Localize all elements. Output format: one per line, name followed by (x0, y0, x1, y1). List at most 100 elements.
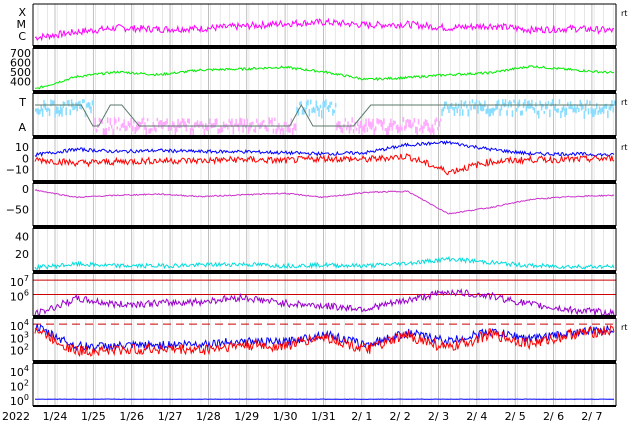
imf-direction-mark (368, 118, 370, 127)
imf-direction-mark (133, 120, 135, 124)
imf-direction-mark (254, 126, 257, 133)
imf-direction-mark (322, 101, 324, 110)
imf-direction-mark (106, 117, 109, 124)
imf-direction-mark (276, 126, 279, 132)
dst-line (34, 189, 615, 215)
imf-direction-mark (303, 107, 305, 115)
imf-b-tick: 10 (15, 141, 29, 154)
imf-direction-mark (77, 101, 80, 106)
imf-direction-mark (464, 100, 467, 104)
imf-direction-mark (195, 122, 197, 126)
imf-direction-mark (108, 126, 110, 131)
frame-layer (32, 3, 617, 407)
imf-direction-mark (543, 110, 545, 114)
imf-direction-mark (585, 103, 587, 112)
imf-direction-mark (64, 102, 66, 106)
imf-direction-mark (556, 109, 558, 113)
imf-direction-mark (601, 107, 604, 113)
imf-direction-mark (200, 121, 203, 127)
imf-direction-mark (314, 108, 316, 113)
imf-direction-mark (518, 99, 521, 107)
imf-direction-mark (221, 127, 224, 133)
imf-direction-mark (257, 122, 259, 127)
imf-direction-mark (431, 124, 434, 133)
imf-direction-mark (287, 124, 290, 133)
imf-direction-mark (207, 124, 210, 131)
imf-direction-mark (267, 128, 269, 132)
imf-direction-mark (260, 122, 262, 129)
imf-direction-mark (426, 120, 428, 126)
imf-direction-mark (470, 104, 472, 111)
imf-direction-mark (319, 104, 322, 109)
imf-direction-mark (35, 108, 37, 112)
imf-direction-mark (363, 124, 366, 133)
auroral-tick: 20 (15, 248, 29, 261)
imf-direction-mark (57, 106, 59, 114)
imf-direction-mark (532, 107, 534, 111)
imf-direction-mark (491, 108, 493, 114)
imf-direction-mark (131, 125, 134, 132)
imf-direction-mark (218, 128, 221, 133)
imf-direction-mark (229, 120, 232, 126)
imf-direction-mark (250, 122, 253, 128)
imf-direction-mark (152, 122, 154, 127)
imf-direction-mark (220, 125, 222, 134)
proton-tick: 102 (10, 343, 29, 358)
imf-direction-mark (350, 123, 352, 131)
wind-speed-tick: 400 (10, 75, 31, 88)
imf-direction-mark (310, 99, 312, 105)
imf-direction-mark (192, 128, 194, 136)
imf-direction-mark (445, 101, 447, 105)
imf-direction-mark (36, 108, 38, 114)
imf-direction-mark (602, 105, 605, 114)
imf-direction-mark (274, 117, 276, 121)
auroral-tick: 40 (15, 231, 29, 244)
imf-direction-mark (156, 117, 159, 122)
imf-direction-mark (88, 102, 91, 110)
imf-direction-mark (246, 118, 248, 126)
imf-direction-mark (206, 126, 208, 132)
imf-direction-mark (145, 127, 147, 136)
imf-direction-mark (504, 99, 507, 107)
imf-direction-mark (387, 126, 389, 136)
imf-direction-mark (369, 121, 371, 129)
imf-direction-mark (321, 109, 323, 119)
imf-direction-mark (54, 110, 56, 118)
imf-direction-mark (361, 127, 363, 136)
imf-direction-mark (245, 124, 247, 129)
imf-direction-mark (486, 105, 489, 114)
imf-direction-mark (413, 118, 416, 123)
imf-direction-mark (184, 121, 186, 128)
imf-direction-mark (105, 128, 107, 136)
imf-direction-mark (337, 121, 340, 128)
realtime-marker: rt (621, 323, 627, 332)
imf-direction-mark (188, 118, 190, 124)
imf-direction-mark (547, 101, 550, 105)
imf-direction-mark (499, 108, 501, 117)
imf-direction-mark (408, 119, 410, 128)
realtime-marker: rt (621, 98, 627, 107)
proton-high-tick: 104 (10, 364, 29, 379)
imf-direction-mark (272, 128, 275, 134)
imf-direction-mark (571, 105, 573, 110)
imf-direction-mark (388, 123, 391, 131)
imf-direction-mark (424, 119, 427, 127)
imf-direction-mark (232, 125, 235, 135)
imf-direction-mark (264, 124, 266, 129)
imf-direction-mark (520, 110, 522, 116)
imf-direction-mark (525, 105, 528, 112)
imf-direction-mark (300, 101, 302, 106)
imf-direction-mark (562, 105, 565, 111)
imf-direction-mark (561, 107, 563, 113)
imf-direction-mark (69, 109, 71, 116)
imf-direction-mark (253, 128, 255, 133)
imf-direction-mark (261, 120, 264, 127)
imf-direction-mark (83, 99, 85, 103)
imf-direction-mark (593, 109, 595, 117)
imf-direction-mark (340, 126, 342, 133)
proton-tick: 104 (10, 318, 29, 333)
imf-direction-mark (296, 106, 298, 113)
imf-direction-mark (80, 104, 83, 110)
imf-direction-mark (65, 107, 67, 116)
proton-high-tick: 102 (10, 379, 29, 394)
